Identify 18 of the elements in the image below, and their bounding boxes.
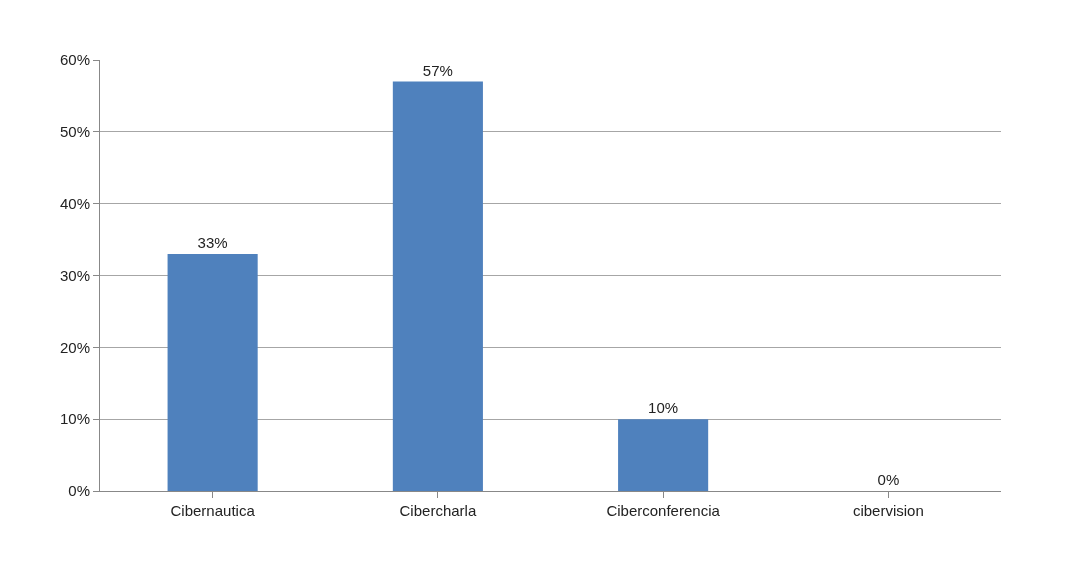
- data-label: 57%: [422, 61, 453, 79]
- data-label: 33%: [197, 233, 228, 251]
- data-label: 10%: [648, 399, 679, 417]
- x-tick-label: Cibernautica: [170, 502, 256, 519]
- y-tick-label: 0%: [68, 482, 90, 500]
- data-label: 0%: [877, 471, 900, 488]
- y-tick-label: 30%: [59, 266, 90, 284]
- y-tick-label: 60%: [59, 51, 90, 69]
- bar: [167, 253, 258, 491]
- x-tick-label: Ciberconferencia: [606, 502, 721, 519]
- bar: [618, 419, 709, 491]
- y-tick-label: 50%: [59, 123, 90, 141]
- y-tick-label: 10%: [59, 410, 90, 428]
- y-tick-label: 20%: [59, 338, 90, 356]
- x-tick-label: cibervision: [852, 502, 924, 519]
- y-tick-label: 40%: [59, 194, 90, 212]
- bar: [392, 81, 483, 491]
- x-tick-label: Cibercharla: [399, 502, 477, 519]
